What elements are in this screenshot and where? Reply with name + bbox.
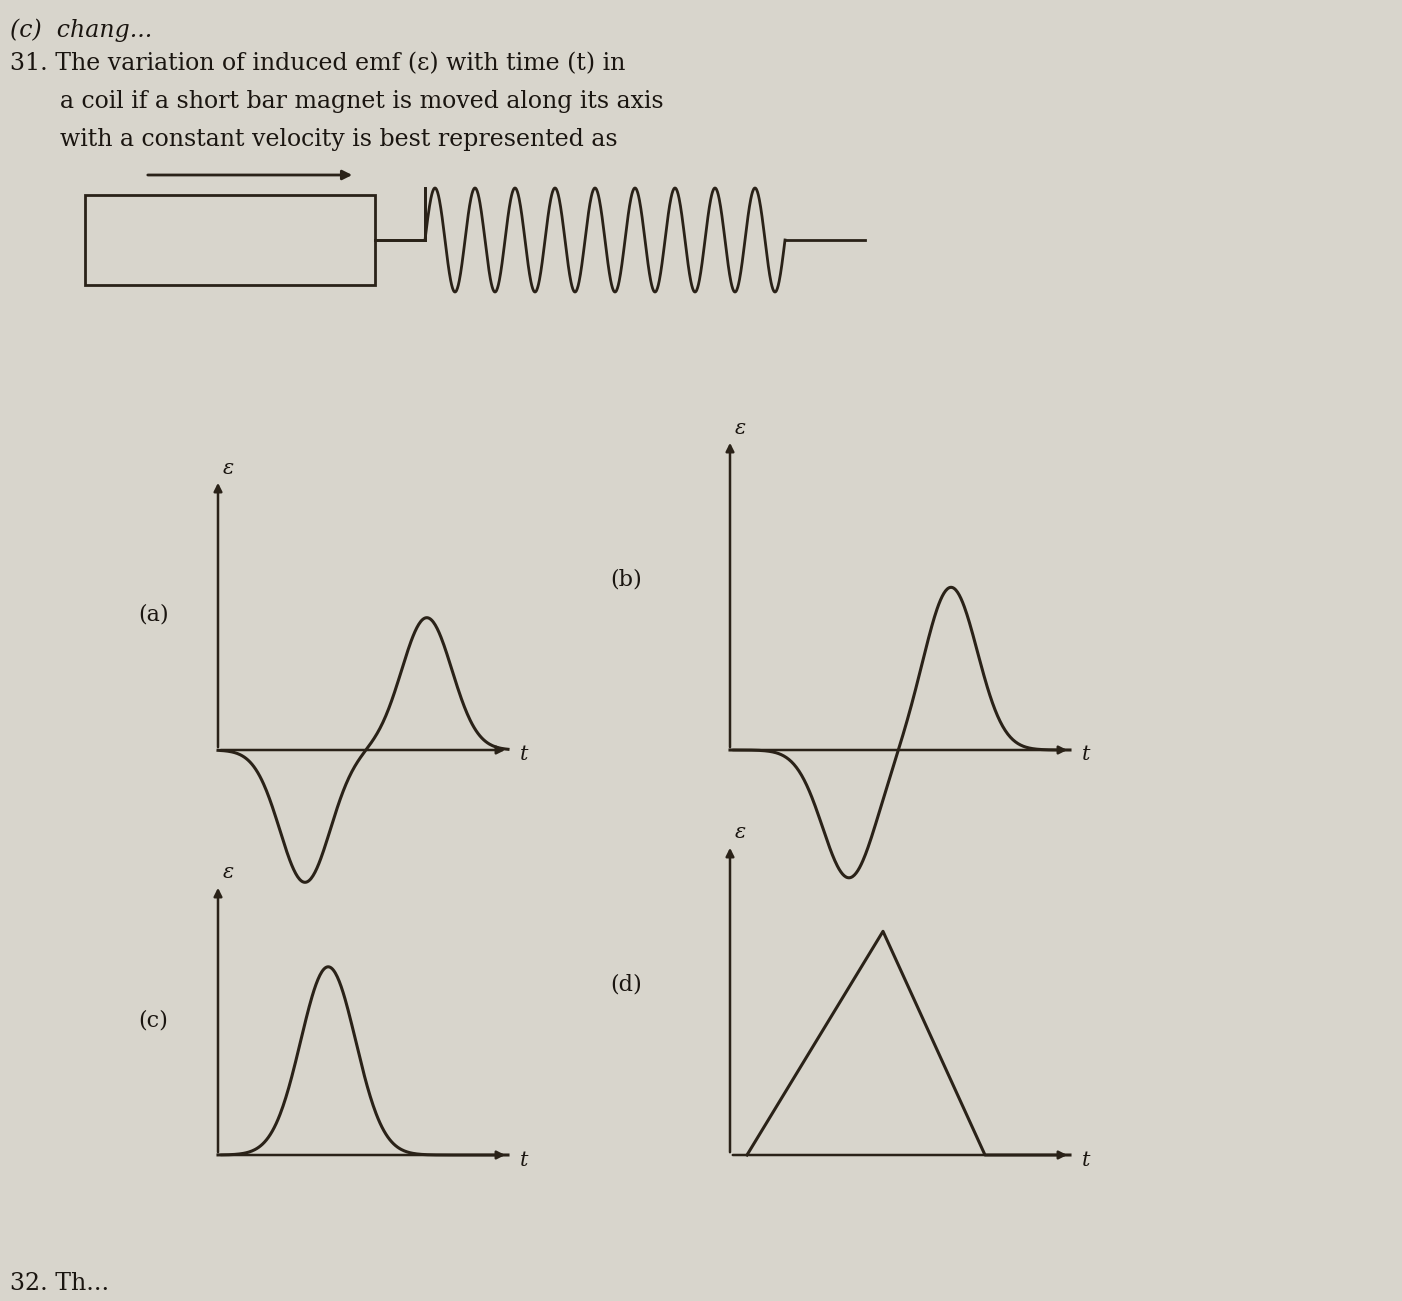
Text: (d): (d)	[610, 973, 642, 995]
Text: with a constant velocity is best represented as: with a constant velocity is best represe…	[60, 127, 618, 151]
Text: ε: ε	[223, 458, 234, 477]
Text: a coil if a short bar magnet is moved along its axis: a coil if a short bar magnet is moved al…	[60, 90, 663, 113]
Text: t: t	[1082, 1150, 1091, 1170]
Text: (a): (a)	[137, 604, 168, 626]
FancyBboxPatch shape	[86, 195, 374, 285]
Text: t: t	[520, 1150, 529, 1170]
Text: t: t	[520, 745, 529, 765]
Text: ε: ε	[735, 419, 746, 437]
Text: (c): (c)	[137, 1010, 168, 1030]
Text: (b): (b)	[610, 569, 642, 591]
Text: 31. The variation of induced emf (ε) with time (t) in: 31. The variation of induced emf (ε) wit…	[10, 52, 625, 75]
Text: ε: ε	[735, 824, 746, 843]
Text: t: t	[1082, 745, 1091, 765]
Text: ε: ε	[223, 864, 234, 882]
Text: (c)  chang...: (c) chang...	[10, 18, 153, 42]
Text: 32. Th...: 32. Th...	[10, 1272, 109, 1294]
